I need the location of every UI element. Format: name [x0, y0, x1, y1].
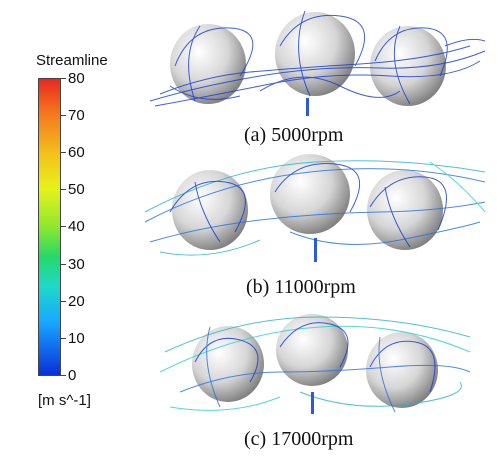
tickmark [61, 152, 66, 153]
spheres [192, 314, 438, 408]
streamlines [149, 10, 486, 107]
streamline-render-a [149, 10, 486, 116]
streamline-render-b [144, 154, 486, 262]
tickmark [61, 338, 66, 339]
caption-c: (c) 17000rpm [244, 428, 354, 450]
panel-5000rpm [140, 6, 490, 118]
tick-label: 70 [68, 107, 85, 124]
tick-label: 40 [68, 218, 85, 235]
tickmark [61, 226, 66, 227]
caption-b: (b) 11000rpm [246, 276, 356, 298]
tickmark [61, 375, 66, 376]
tick-label: 0 [68, 367, 77, 384]
tickmark [61, 78, 66, 79]
tickmark [61, 115, 66, 116]
caption-a: (a) 5000rpm [244, 124, 344, 146]
streamline-render-c [159, 314, 471, 414]
shaft [306, 98, 309, 116]
tick-label: 50 [68, 181, 85, 198]
spheres [172, 154, 443, 250]
panel-11000rpm [140, 152, 490, 264]
tick-label: 60 [68, 144, 85, 161]
tick-label: 10 [68, 330, 85, 347]
tick-label: 30 [68, 256, 85, 273]
tickmark [61, 264, 66, 265]
colorbar [38, 78, 61, 376]
shaft [314, 238, 317, 262]
legend-unit: [m s^-1] [38, 392, 91, 409]
panel-17000rpm [140, 312, 490, 420]
streamlines [159, 316, 471, 413]
legend-title: Streamline [36, 52, 108, 69]
tickmark [61, 189, 66, 190]
tick-label: 20 [68, 293, 85, 310]
tickmark [61, 301, 66, 302]
tick-label: 80 [68, 70, 85, 87]
shaft [311, 392, 314, 414]
streamlines [144, 160, 486, 256]
